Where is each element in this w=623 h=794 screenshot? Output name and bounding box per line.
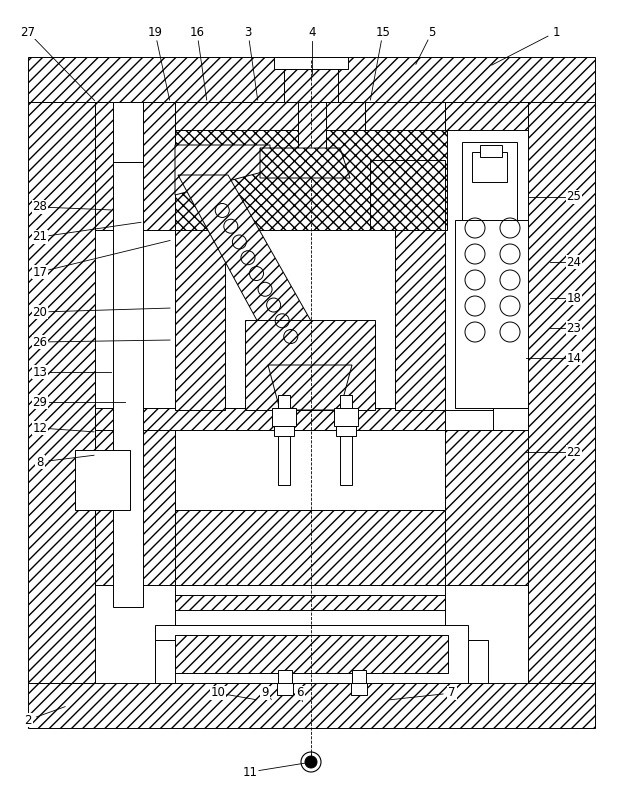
Text: 14: 14 [566,352,581,364]
Bar [95,102,175,230]
Text: 21: 21 [32,230,47,244]
Text: 25: 25 [566,191,581,203]
Text: 17: 17 [32,265,47,279]
Text: 15: 15 [376,25,391,38]
Bar [175,430,445,510]
Bar [370,160,445,230]
Text: 24: 24 [566,256,581,268]
Bar [278,395,290,485]
Bar [528,102,595,683]
Bar [284,63,338,102]
Bar [175,102,365,230]
Bar [272,408,296,426]
Bar [455,220,528,408]
Polygon shape [175,145,270,195]
Polygon shape [178,175,340,372]
Bar [445,430,528,585]
Bar [472,152,507,182]
Text: 10: 10 [211,687,226,700]
Bar [28,683,595,728]
Text: 7: 7 [449,687,456,700]
Polygon shape [248,360,348,390]
Bar [493,408,528,430]
Text: 11: 11 [242,765,257,778]
Bar [175,230,445,410]
Text: 12: 12 [32,422,47,434]
Bar [245,320,375,410]
Text: 18: 18 [566,291,581,305]
Text: 8: 8 [36,456,44,468]
Bar [277,683,293,695]
Bar [175,510,445,585]
Bar [278,670,292,688]
Text: 2: 2 [24,714,32,727]
Text: 26: 26 [32,336,47,349]
Bar [462,142,517,222]
Text: 28: 28 [32,201,47,214]
Bar [175,585,445,625]
Bar [28,102,95,683]
Polygon shape [268,365,352,410]
Text: 20: 20 [32,306,47,318]
Text: 4: 4 [308,25,316,38]
Text: 9: 9 [261,687,269,700]
Bar [445,130,528,410]
Text: 1: 1 [552,25,559,38]
Bar [334,408,358,426]
Bar [28,57,595,102]
Text: 6: 6 [297,687,304,700]
Bar [340,395,352,485]
Bar [175,595,445,610]
Bar [298,102,326,162]
Text: 5: 5 [429,25,435,38]
Bar [95,408,445,430]
Bar [95,430,175,585]
Text: 13: 13 [32,365,47,379]
Bar [274,426,294,436]
Text: 29: 29 [32,395,47,408]
Bar [480,145,502,157]
Text: 27: 27 [21,25,36,38]
Text: 16: 16 [189,25,204,38]
Text: 22: 22 [566,445,581,458]
Bar [113,102,143,607]
Bar [175,635,448,673]
Bar [468,640,488,683]
Bar [155,625,468,683]
Bar [175,230,225,410]
Bar [352,670,366,688]
Bar [445,102,528,230]
Bar [395,230,445,410]
Bar [113,102,143,162]
Circle shape [305,756,317,768]
Bar [336,426,356,436]
Bar [175,130,447,230]
Bar [155,640,175,683]
Bar [351,683,367,695]
Text: 23: 23 [566,322,581,334]
Bar [365,102,445,230]
Bar [274,57,348,69]
Text: 3: 3 [244,25,252,38]
Polygon shape [260,148,350,178]
Bar [75,450,130,510]
Text: 19: 19 [148,25,163,38]
